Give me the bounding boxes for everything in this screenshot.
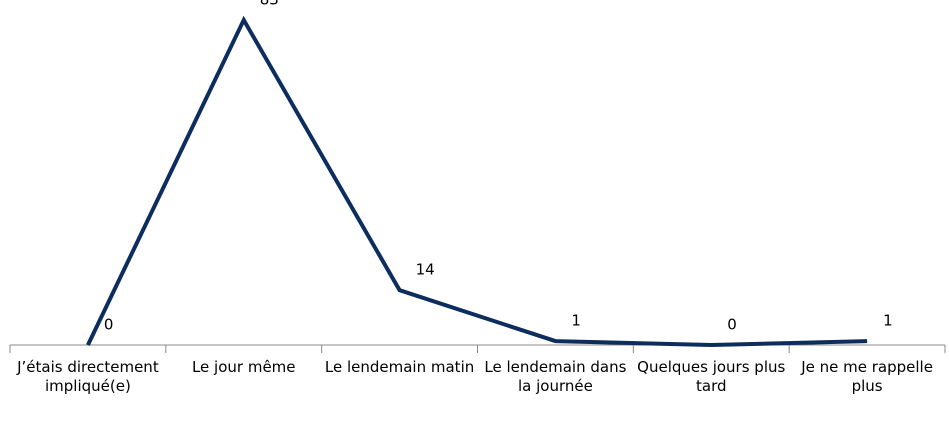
- data-label: 1: [571, 312, 581, 330]
- data-label: 1: [883, 312, 893, 330]
- data-label: 0: [104, 316, 114, 334]
- data-label: 83: [260, 0, 279, 9]
- x-tick-label: Quelques jours plus tard: [637, 358, 786, 395]
- line: [86, 15, 868, 348]
- x-tick-label: Le lendemain dans la journée: [484, 358, 627, 395]
- data-label: 0: [727, 316, 737, 334]
- x-tick-label: Le jour même: [191, 358, 296, 376]
- x-tick-label: J’étais directement impliqué(e): [17, 358, 159, 395]
- x-tick-label: Le lendemain matin: [324, 358, 475, 376]
- data-label: 14: [416, 261, 435, 279]
- x-tick-label: Je ne me rappelle plus: [801, 358, 933, 395]
